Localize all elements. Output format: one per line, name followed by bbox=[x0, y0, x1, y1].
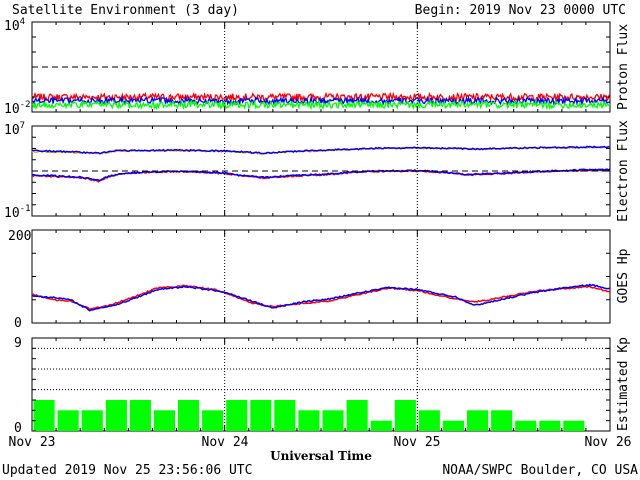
kp-bar bbox=[274, 400, 296, 431]
kp-bar bbox=[370, 420, 392, 431]
proton-series-line-1 bbox=[31, 95, 611, 107]
proton-ylabel: Proton Flux bbox=[616, 24, 631, 110]
axis-ticks bbox=[31, 21, 611, 432]
kp-bar bbox=[153, 410, 175, 431]
xtick-nov24: Nov 24 bbox=[202, 435, 249, 450]
kp-bar bbox=[394, 400, 416, 431]
electron-ytick-bottom: 10-1 bbox=[4, 204, 31, 221]
goes-hp-series-line-1 bbox=[31, 283, 611, 312]
kp-bar bbox=[81, 410, 103, 431]
electron-ytick-top: 107 bbox=[4, 121, 25, 138]
updated-timestamp: Updated 2019 Nov 25 23:56:06 UTC bbox=[2, 463, 252, 478]
kp-bar bbox=[226, 400, 248, 431]
kp-bar bbox=[322, 410, 344, 431]
kp-bar bbox=[418, 410, 440, 431]
kp-bar bbox=[57, 410, 79, 431]
kp-bar bbox=[298, 410, 320, 431]
kp-ylabel: Estimated Kp bbox=[616, 337, 631, 431]
kp-bar bbox=[250, 400, 272, 431]
xtick-nov25: Nov 25 bbox=[394, 435, 441, 450]
goes-hp-series-line-0 bbox=[31, 284, 611, 311]
hp-ytick-top: 200 bbox=[8, 229, 31, 244]
kp-bar bbox=[129, 400, 151, 431]
chart-title: Satellite Environment (3 day) bbox=[12, 3, 239, 18]
kp-bar bbox=[33, 400, 55, 431]
hp-ytick-bottom: 0 bbox=[14, 316, 22, 331]
kp-bar bbox=[467, 410, 489, 431]
begin-timestamp: Begin: 2019 Nov 23 0000 UTC bbox=[415, 3, 626, 18]
proton-ytick-bottom: 10-2 bbox=[4, 100, 31, 117]
kp-bar bbox=[442, 420, 464, 431]
kp-ytick-bottom: 0 bbox=[14, 421, 22, 436]
xtick-nov23: Nov 23 bbox=[9, 435, 56, 450]
kp-ytick-top: 9 bbox=[14, 336, 22, 351]
kp-bar bbox=[515, 420, 537, 431]
electron-ylabel: Electron Flux bbox=[616, 120, 631, 222]
proton-ytick-top: 104 bbox=[4, 17, 25, 34]
electron-flux-series-line-3 bbox=[31, 145, 611, 155]
credit-line: NOAA/SWPC Boulder, CO USA bbox=[442, 463, 638, 478]
x-axis-title: Universal Time bbox=[270, 449, 372, 463]
kp-bar bbox=[346, 400, 368, 431]
electron-flux-series-line-1 bbox=[31, 168, 611, 182]
kp-bars bbox=[33, 400, 585, 431]
kp-bar bbox=[105, 400, 127, 431]
kp-bar bbox=[202, 410, 224, 431]
hp-panel-frame bbox=[31, 229, 611, 324]
proton-series-line-2 bbox=[31, 99, 611, 111]
kp-bar bbox=[563, 420, 585, 431]
data-series bbox=[31, 91, 611, 312]
kp-bar bbox=[491, 410, 513, 431]
day-divider-lines bbox=[224, 22, 418, 431]
hp-ylabel: GOES Hp bbox=[616, 248, 631, 303]
kp-bar bbox=[178, 400, 200, 431]
threshold-lines bbox=[32, 66, 610, 172]
kp-gridlines bbox=[32, 347, 610, 391]
kp-bar bbox=[539, 420, 561, 431]
xtick-nov26: Nov 26 bbox=[585, 435, 632, 450]
